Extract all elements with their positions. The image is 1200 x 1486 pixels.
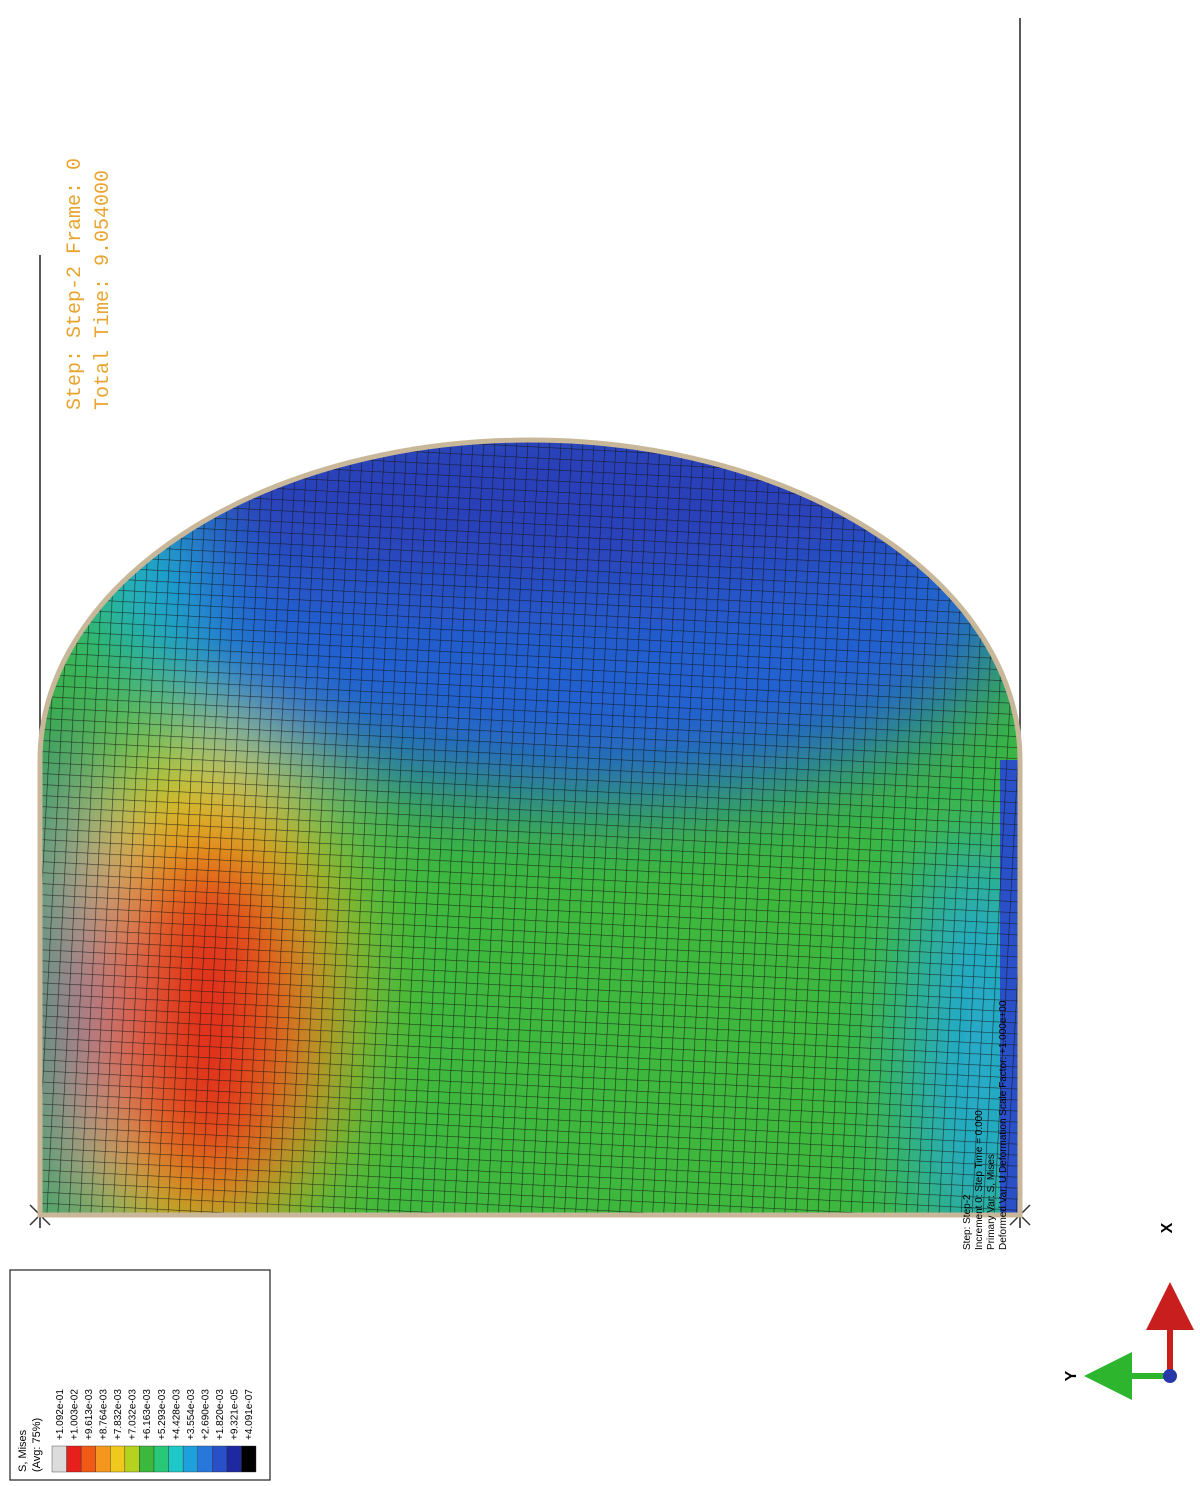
legend-subtitle: (Avg: 75%): [31, 1418, 43, 1472]
legend-swatch: [197, 1445, 213, 1473]
legend-swatch: [124, 1445, 140, 1473]
info-line: Increment 0: Step Time = 0.000: [974, 1110, 985, 1250]
legend-swatch: [226, 1445, 242, 1473]
legend-swatch: [241, 1445, 257, 1473]
legend-swatch: [51, 1445, 67, 1473]
legend-label: +6.163e-03: [142, 1389, 153, 1440]
legend-label: +9.321e-05: [230, 1389, 241, 1440]
legend-label: +1.820e-03: [215, 1389, 226, 1440]
legend-swatch: [212, 1445, 228, 1473]
legend-swatch: [80, 1445, 96, 1473]
legend-label: +4.428e-03: [171, 1389, 182, 1440]
legend-swatch: [139, 1445, 155, 1473]
rotated-layer: S, Mises (Avg: 75%) +1.092e-01 +1.003e-02…: [9, 158, 1009, 1481]
legend-swatch: [182, 1445, 198, 1473]
legend-label: +1.092e-01: [55, 1389, 66, 1440]
legend-label: +7.832e-03: [113, 1389, 124, 1440]
legend-swatch: [153, 1445, 169, 1473]
header-line: Step: Step-2 Frame: 0: [64, 158, 87, 410]
legend-swatch: [168, 1445, 184, 1473]
legend-swatch: [66, 1445, 82, 1473]
legend-label: +2.690e-03: [201, 1389, 212, 1440]
legend-swatch: [95, 1445, 111, 1473]
legend-box: [9, 1269, 271, 1481]
legend-label: +3.554e-03: [186, 1389, 197, 1440]
triad-label: X: [1159, 1222, 1176, 1233]
body-outline: [37, 437, 1023, 1218]
triad-label: Y: [1063, 1370, 1080, 1381]
legend-label: +1.003e-02: [69, 1389, 80, 1440]
mesh-body: [40, 440, 1020, 1215]
info-line: Step: Step-2: [962, 1194, 973, 1250]
legend-label: +8.764e-03: [99, 1389, 110, 1440]
info-line: Primary Var: S, Mises: [986, 1154, 997, 1250]
info-line: Deformed Var: U Deformation Scale Factor…: [998, 1000, 1009, 1250]
legend-label: +7.032e-03: [128, 1389, 139, 1440]
legend-swatch: [110, 1445, 126, 1473]
header-line: Total Time: 9.054000: [92, 170, 115, 410]
legend-title: S, Mises: [17, 1429, 29, 1472]
legend-label: +5.293e-03: [157, 1389, 168, 1440]
legend-label: +9.613e-03: [84, 1389, 95, 1440]
legend-items: +1.092e-01 +1.003e-02 +9.613e-03 +8.764e-03…: [51, 1389, 257, 1473]
triad-origin: [1163, 1369, 1177, 1383]
legend-label: +4.091e-07: [244, 1389, 255, 1440]
